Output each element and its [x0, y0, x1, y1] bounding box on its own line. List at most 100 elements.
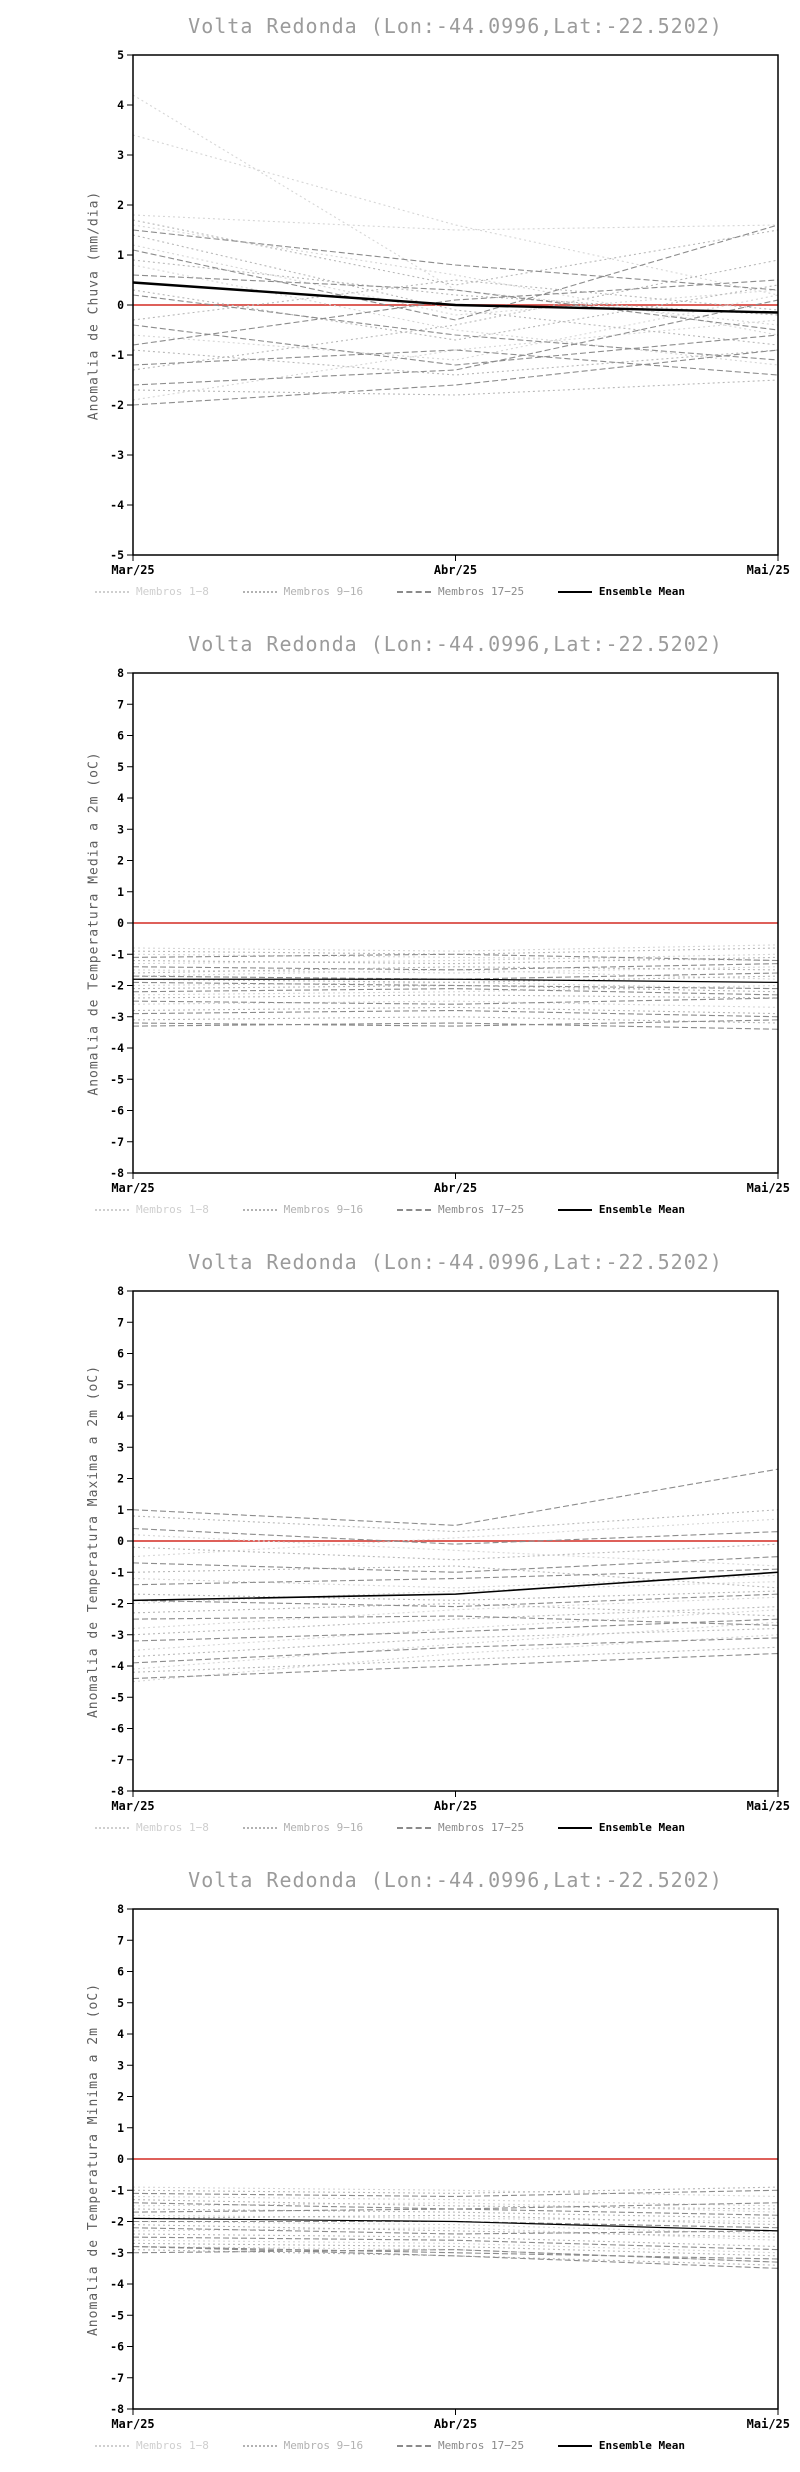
ensemble-mean-line — [132, 1571, 779, 1602]
plot-frame — [132, 672, 779, 1174]
member-line — [132, 953, 779, 962]
member-line — [132, 1615, 779, 1626]
x-tick-label: Mai/25 — [747, 2417, 790, 2431]
member-line — [132, 244, 779, 316]
member-line — [132, 1468, 779, 1526]
y-tick-label: 4 — [117, 98, 124, 112]
legend-label: Membros 17−25 — [437, 1821, 525, 1834]
y-axis-label-wrap: Anomalia de Temperatura Minima a 2m (oC) — [84, 1909, 104, 2409]
legend-item-membros-1-8: Membros 1−8 — [95, 1821, 209, 1834]
legend-label: Membros 1−8 — [136, 1821, 209, 1834]
legend-line-sample — [242, 2444, 277, 2447]
y-tick-label: 2 — [117, 854, 124, 868]
legend-line-sample — [396, 1208, 431, 1211]
y-tick-label: -4 — [110, 1659, 124, 1673]
chart-title: Volta Redonda (Lon:-44.0996,Lat:-22.5202… — [188, 14, 723, 38]
legend-line-sample — [242, 590, 277, 593]
legend-line-sample — [557, 1826, 592, 1829]
y-tick-label: 4 — [117, 791, 124, 805]
chart-panel-mean-temp-anomaly: -8 -7 -6 -5 -4 -3 -2 -1 0 1 2 3 4 5 6 7 8 Mar/25 Abr/25 Mai… — [0, 618, 800, 1236]
y-tick-label: -1 — [110, 348, 124, 362]
member-line — [132, 984, 779, 996]
plot-frame — [132, 1908, 779, 2410]
member-line — [132, 349, 779, 406]
y-tick-label: -7 — [110, 1135, 124, 1149]
member-line — [132, 1022, 779, 1030]
legend-item-ensemble-mean: Ensemble Mean — [557, 1821, 685, 1834]
member-line — [132, 2239, 779, 2254]
legend-line-sample — [242, 1208, 277, 1211]
y-tick-label: 3 — [117, 1440, 124, 1454]
x-tick-label: Mar/25 — [111, 2417, 154, 2431]
member-line — [132, 324, 779, 366]
legend-label: Membros 9−16 — [283, 585, 364, 598]
x-tick-label: Mar/25 — [111, 1181, 154, 1195]
member-line — [132, 1565, 779, 1589]
member-line — [132, 2227, 779, 2235]
ensemble-mean-line — [132, 2217, 779, 2232]
member-line — [132, 1627, 779, 1658]
y-tick-label: 4 — [117, 2027, 124, 2041]
member-line — [132, 966, 779, 974]
member-line — [132, 379, 779, 396]
member-line — [132, 1543, 779, 1561]
member-line — [132, 2202, 779, 2213]
y-tick-label: 0 — [117, 2152, 124, 2166]
chart-panel-min-temp-anomaly: -8 -7 -6 -5 -4 -3 -2 -1 0 1 2 3 4 5 6 7 8 Mar/25 Abr/25 Mai… — [0, 1854, 800, 2472]
legend-item-membros-17-25: Membros 17−25 — [396, 1203, 525, 1216]
member-line — [132, 1634, 779, 1683]
chart-title: Volta Redonda (Lon:-44.0996,Lat:-22.5202… — [188, 1868, 723, 1892]
y-tick-label: 0 — [117, 1534, 124, 1548]
y-tick-label: -5 — [110, 1690, 124, 1704]
y-tick-label: 2 — [117, 1472, 124, 1486]
member-line — [132, 224, 779, 321]
y-tick-label: -4 — [110, 498, 124, 512]
legend-label: Membros 17−25 — [437, 585, 525, 598]
y-tick-label: 7 — [117, 697, 124, 711]
member-line — [132, 944, 779, 952]
member-line — [132, 1009, 779, 1018]
legend-line-sample — [396, 590, 431, 593]
member-line — [132, 994, 779, 999]
legend-label: Membros 17−25 — [437, 1203, 525, 1216]
y-axis-label: Anomalia de Chuva (mm/dia) — [86, 190, 102, 420]
legend: Membros 1−8 Membros 9−16 Membros 17−25 E… — [95, 1203, 685, 1216]
y-tick-label: 1 — [117, 1503, 124, 1517]
legend-item-membros-17-25: Membros 17−25 — [396, 1821, 525, 1834]
legend-label: Membros 9−16 — [283, 1821, 364, 1834]
legend-line-sample — [396, 2444, 431, 2447]
member-line — [132, 2186, 779, 2198]
legend-item-membros-9-16: Membros 9−16 — [242, 585, 364, 598]
ensemble-mean-line — [133, 978, 779, 983]
member-line — [132, 1652, 779, 1680]
legend-line-sample — [396, 1826, 431, 1829]
legend-label: Ensemble Mean — [598, 1821, 685, 1834]
legend-item-membros-17-25: Membros 17−25 — [396, 2439, 524, 2452]
x-tick-label: Abr/25 — [434, 1799, 477, 1813]
legend-line-sample — [95, 2444, 129, 2447]
y-tick-label: -7 — [110, 2371, 124, 2385]
legend-label: Ensemble Mean — [598, 585, 685, 598]
member-line — [132, 2245, 779, 2260]
member-line — [132, 984, 779, 993]
y-tick-label: -3 — [110, 2246, 124, 2260]
member-line — [132, 966, 779, 974]
member-line — [132, 1534, 779, 1567]
member-line — [132, 214, 779, 231]
y-tick-label: 0 — [117, 916, 124, 930]
member-line — [132, 259, 779, 371]
y-axis-label-wrap: Anomalia de Chuva (mm/dia) — [84, 55, 104, 555]
member-line — [132, 2249, 779, 2266]
y-tick-label: -6 — [110, 1722, 124, 1736]
member-line — [132, 1006, 779, 1015]
member-line — [132, 963, 779, 971]
y-tick-label: -6 — [110, 2340, 124, 2354]
member-line — [132, 274, 779, 331]
y-tick-label: -3 — [110, 1628, 124, 1642]
plot-frame — [132, 54, 779, 556]
member-line — [132, 2202, 779, 2210]
y-tick-label: 3 — [117, 822, 124, 836]
legend-item-membros-9-16: Membros 9−16 — [242, 2439, 363, 2452]
chart-title: Volta Redonda (Lon:-44.0996,Lat:-22.5202… — [188, 632, 723, 656]
legend-label: Ensemble Mean — [598, 1203, 685, 1216]
